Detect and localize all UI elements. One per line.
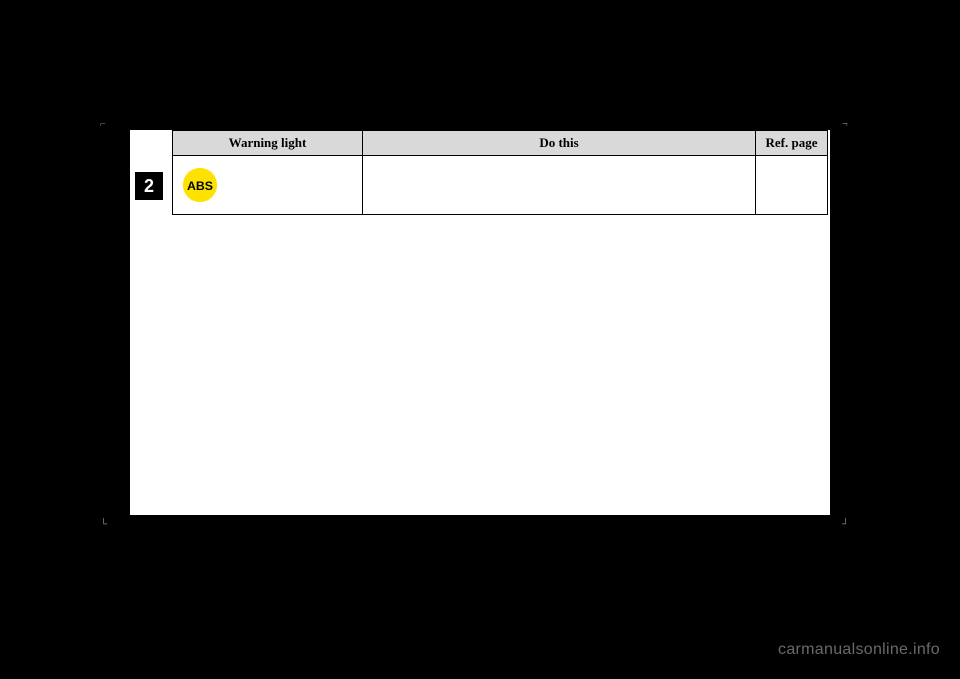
- section-number: 2: [135, 172, 163, 200]
- table-row: ABS: [173, 156, 828, 215]
- warning-table: Warning light Do this Ref. page ABS: [172, 130, 828, 215]
- crop-mark-tl: ⌐: [100, 120, 106, 130]
- col-header-warning: Warning light: [173, 131, 363, 156]
- abs-icon-label: ABS: [187, 179, 213, 193]
- col-header-ref-page: Ref. page: [756, 131, 828, 156]
- cell-warning-light: ABS: [173, 156, 363, 215]
- table-header-row: Warning light Do this Ref. page: [173, 131, 828, 156]
- crop-mark-bl: └: [100, 520, 107, 530]
- cell-ref-page: [756, 156, 828, 215]
- cell-do-this: [363, 156, 756, 215]
- page-content: Warning light Do this Ref. page ABS: [172, 130, 828, 215]
- watermark: carmanualsonline.info: [778, 641, 940, 659]
- manual-page: 2 Warning light Do this Ref. page ABS: [130, 130, 830, 515]
- crop-mark-br: ┘: [842, 520, 849, 530]
- crop-mark-tr: ¬: [842, 120, 848, 130]
- section-tab: 2: [130, 130, 168, 515]
- col-header-do-this: Do this: [363, 131, 756, 156]
- abs-icon: ABS: [181, 166, 219, 204]
